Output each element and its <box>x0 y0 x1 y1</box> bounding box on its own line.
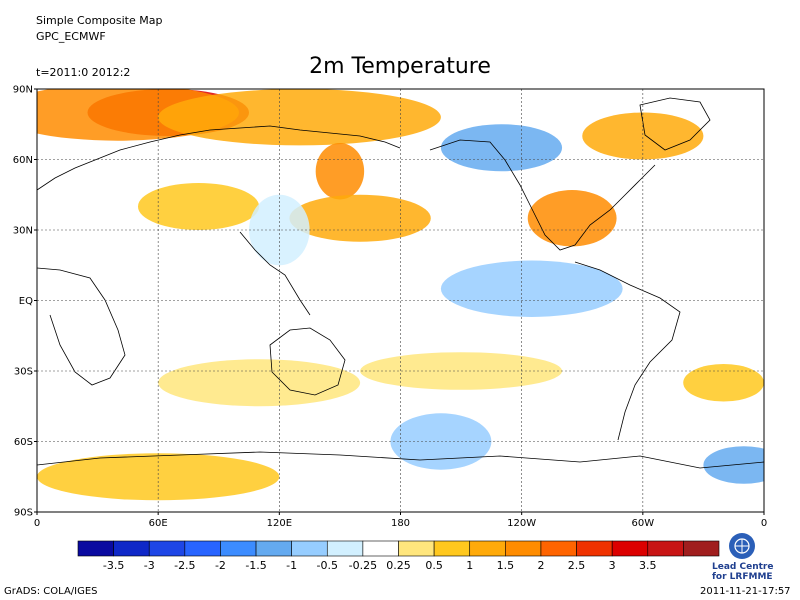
logo-caption-line-2: for LRFMME <box>712 572 773 582</box>
map-title: 2m Temperature <box>309 54 491 79</box>
colorbar-label-2: -2.5 <box>174 559 196 572</box>
colorbar-label-15: 3.5 <box>639 559 657 572</box>
colorbar-label-4: -1.5 <box>245 559 267 572</box>
anomaly-shading <box>37 89 764 501</box>
colorbar-label-8: 0.25 <box>386 559 411 572</box>
colorbar-swatch-5 <box>255 540 292 557</box>
colorbar-swatch-13 <box>540 540 577 557</box>
colorbar-swatch-14 <box>576 540 613 557</box>
coastline-south-america <box>574 261 681 441</box>
anomaly-region-10 <box>683 363 764 402</box>
colorbar-label-12: 2 <box>537 559 545 572</box>
colorbar-label-5: -1 <box>286 559 298 572</box>
colorbar-swatch-3 <box>184 540 221 557</box>
colorbar-label-6: -0.5 <box>316 559 338 572</box>
anomaly-region-13 <box>440 260 623 317</box>
colorbar-swatch-10 <box>433 540 471 557</box>
colorbar-label-13: 2.5 <box>567 559 586 572</box>
colorbar-swatch-15 <box>611 540 649 557</box>
colorbar-swatch-6 <box>291 540 328 557</box>
lat-tick-label-6: 90S <box>14 508 33 519</box>
anomaly-region-12 <box>440 124 563 172</box>
lat-tick-label-0: 90N <box>13 85 33 96</box>
colorbar <box>77 540 720 557</box>
header-line-2: GPC_ECMWF <box>36 30 106 43</box>
lon-tick-label-0: 0 <box>34 518 40 529</box>
wmo-logo <box>729 533 755 559</box>
lon-tick-label-1: 60E <box>149 518 168 529</box>
header-line-1: Simple Composite Map <box>36 14 163 27</box>
logo-caption-line-1: Lead Centre <box>712 562 774 572</box>
lon-tick-label-6: 0 <box>761 518 767 529</box>
colorbar-swatch-0 <box>77 540 114 557</box>
colorbar-swatch-2 <box>148 540 186 557</box>
timestamp: 2011-11-21-17:57 <box>700 586 791 597</box>
colorbar-label-0: -3.5 <box>102 559 125 572</box>
logo-caption: Lead Centre for LRFMME <box>712 562 774 582</box>
colorbar-label-3: -2 <box>214 559 226 572</box>
colorbar-label-14: 3 <box>608 559 616 572</box>
lon-tick-label-3: 180 <box>391 518 410 529</box>
lat-tick-label-3: EQ <box>19 296 33 307</box>
gridlines <box>37 89 764 512</box>
colorbar-swatch-16 <box>647 540 684 557</box>
lat-tick-label-4: 30S <box>14 367 33 378</box>
anomaly-region-14 <box>390 413 492 470</box>
coastlines <box>37 97 764 469</box>
anomaly-region-8 <box>158 359 361 407</box>
lat-tick-label-2: 30N <box>13 226 33 237</box>
colorbar-label-1: -3 <box>143 559 155 572</box>
coastline-europe-asia <box>37 125 401 191</box>
lon-axis: 0 60E 120E 180 120W 60W 0 <box>34 512 767 529</box>
colorbar-swatch-7 <box>326 540 364 557</box>
colorbar-swatch-11 <box>469 540 506 557</box>
colorbar-swatch-12 <box>505 540 542 557</box>
anomaly-region-2 <box>158 89 441 146</box>
colorbar-label-7: -0.25 <box>348 559 378 572</box>
colorbar-swatch-1 <box>113 540 150 557</box>
map-panel: 90N 60N 30N EQ 30S 60S 90S 0 60E 120E 180 120W 60W 0 <box>13 85 767 530</box>
coastline-australia <box>269 327 346 396</box>
colorbar-label-10: 1 <box>466 559 474 572</box>
coastline-antarctica <box>37 451 764 469</box>
colorbar-swatch-17 <box>683 540 720 557</box>
anomaly-region-15 <box>703 446 764 484</box>
anomaly-region-11 <box>37 453 280 501</box>
colorbar-swatch-4 <box>220 540 257 557</box>
colorbar-label-11: 1.5 <box>496 559 515 572</box>
coastline-africa <box>37 267 126 386</box>
anomaly-region-4 <box>289 194 431 242</box>
anomaly-region-3 <box>315 143 365 200</box>
colorbar-swatch-8 <box>362 540 399 557</box>
coastline-greenland <box>639 97 711 151</box>
anomaly-region-5 <box>527 190 617 247</box>
lat-tick-label-1: 60N <box>13 155 33 166</box>
lat-tick-label-5: 60S <box>14 437 33 448</box>
coastline-north-america <box>429 139 656 251</box>
colorbar-label-9: 0.5 <box>425 559 443 572</box>
coastline-asia-east <box>239 231 311 316</box>
lat-axis: 90N 60N 30N EQ 30S 60S 90S <box>13 85 37 519</box>
software-credit: GrADS: COLA/IGES <box>4 586 98 597</box>
time-range: t=2011:0 2012:2 <box>36 66 131 79</box>
colorbar-swatch-9 <box>398 540 435 557</box>
lon-tick-label-2: 120E <box>267 518 292 529</box>
anomaly-region-7 <box>137 183 260 230</box>
lon-tick-label-5: 60W <box>632 518 655 529</box>
anomaly-region-6 <box>582 112 704 160</box>
lon-tick-label-4: 120W <box>507 518 536 529</box>
